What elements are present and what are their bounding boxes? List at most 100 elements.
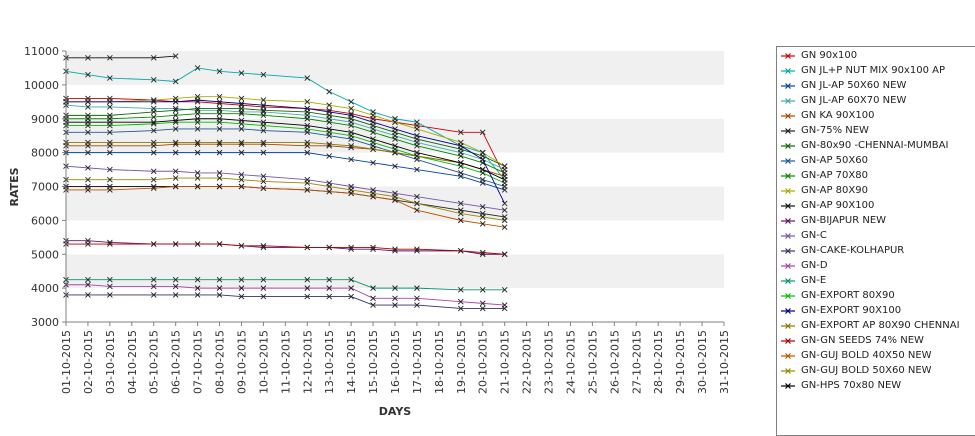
data-point xyxy=(414,149,420,156)
series-19 xyxy=(63,241,508,258)
plot-band xyxy=(66,152,724,187)
data-point xyxy=(348,129,354,136)
data-point xyxy=(260,119,267,125)
legend-label: GN-GN SEEDS 74% NEW xyxy=(801,335,924,346)
legend-swatch xyxy=(781,353,795,359)
legend-label: GN-AP 80X90 xyxy=(801,185,868,196)
x-tick-label: 01-10-2015 xyxy=(60,330,73,394)
data-point xyxy=(107,176,113,183)
legend-item: GN-C xyxy=(777,230,975,242)
data-point xyxy=(85,276,91,283)
data-point xyxy=(392,149,398,156)
data-point xyxy=(304,122,311,129)
data-point xyxy=(260,242,267,249)
data-point xyxy=(194,241,201,247)
data-point xyxy=(326,109,333,115)
series-line xyxy=(66,177,505,221)
data-point xyxy=(85,139,91,146)
x-tick-label: 27-10-2015 xyxy=(630,330,643,394)
data-point xyxy=(172,98,179,105)
series-line xyxy=(66,284,505,306)
data-point xyxy=(172,292,179,298)
data-point xyxy=(216,149,223,156)
x-tick-label: 24-10-2015 xyxy=(564,330,577,394)
data-point xyxy=(304,180,311,186)
data-point xyxy=(216,105,223,112)
data-point xyxy=(216,276,223,283)
data-point xyxy=(457,153,464,159)
data-point xyxy=(194,285,201,291)
legend-swatch xyxy=(781,143,795,149)
legend-item: GN-E xyxy=(777,275,975,287)
chart-legend: GN 90x100 GN JL+P NUT MIX 90x100 AP GN JL-… xyxy=(776,46,975,436)
data-point xyxy=(150,149,157,156)
data-point xyxy=(107,276,113,283)
legend-label: GN-AP 90X100 xyxy=(801,200,875,211)
data-point xyxy=(392,295,398,302)
data-point xyxy=(370,112,376,119)
data-point xyxy=(172,126,179,132)
data-point xyxy=(150,76,157,83)
data-point xyxy=(172,175,179,181)
data-point xyxy=(501,217,508,224)
data-point xyxy=(260,97,267,103)
data-point xyxy=(304,276,311,283)
x-tick-label: 22-10-2015 xyxy=(521,330,534,394)
data-point xyxy=(348,122,354,129)
data-point xyxy=(348,112,354,119)
data-point xyxy=(150,114,157,120)
data-point xyxy=(326,126,333,132)
series-line xyxy=(66,279,505,291)
legend-item: GN-AP 90X100 xyxy=(777,200,975,212)
y-tick-label: 9000 xyxy=(31,113,59,126)
x-tick-label: 07-10-2015 xyxy=(192,330,205,394)
data-point xyxy=(457,210,464,217)
data-point xyxy=(216,292,223,298)
x-tick-label: 14-10-2015 xyxy=(345,330,358,394)
x-tick-label: 12-10-2015 xyxy=(301,330,314,394)
data-point xyxy=(260,149,267,156)
legend-item: GN-BIJAPUR NEW xyxy=(777,215,975,227)
legend-swatch xyxy=(781,203,795,209)
data-point xyxy=(238,176,245,183)
legend-label: GN-EXPORT 80X90 xyxy=(801,290,895,301)
series-line xyxy=(66,186,505,228)
data-point xyxy=(414,200,420,207)
data-point xyxy=(457,305,464,312)
series-line xyxy=(66,96,505,167)
data-point xyxy=(304,139,311,146)
data-point xyxy=(238,242,245,249)
plot-background xyxy=(66,51,724,322)
legend-swatch xyxy=(781,278,795,284)
data-point xyxy=(260,71,267,78)
data-point xyxy=(85,104,91,110)
legend-label: GN-EXPORT 90X100 xyxy=(801,305,902,316)
data-point xyxy=(107,54,113,61)
legend-swatch xyxy=(781,188,795,194)
data-point xyxy=(172,168,179,175)
data-point xyxy=(326,183,333,190)
data-point xyxy=(501,176,508,183)
data-point xyxy=(216,175,223,181)
data-point xyxy=(370,190,376,197)
legend-item: GN-AP 50X60 xyxy=(777,155,975,167)
data-point xyxy=(107,241,113,247)
legend-swatch xyxy=(781,293,795,299)
data-point xyxy=(414,132,420,139)
data-point xyxy=(172,107,179,114)
data-point xyxy=(260,185,267,192)
legend-item: GN-75% NEW xyxy=(777,125,975,137)
legend-label: GN-BIJAPUR NEW xyxy=(801,215,887,226)
data-point xyxy=(304,115,311,122)
data-point xyxy=(238,117,245,124)
x-tick-label: 08-10-2015 xyxy=(214,330,227,394)
data-point xyxy=(150,292,157,298)
data-point xyxy=(501,207,508,214)
x-tick-label: 20-10-2015 xyxy=(477,330,490,394)
y-tick-label: 10000 xyxy=(24,79,59,92)
data-point xyxy=(172,241,179,247)
data-point xyxy=(216,93,223,100)
data-point xyxy=(238,171,245,178)
series-15 xyxy=(63,276,508,293)
y-tick-label: 6000 xyxy=(31,214,59,227)
